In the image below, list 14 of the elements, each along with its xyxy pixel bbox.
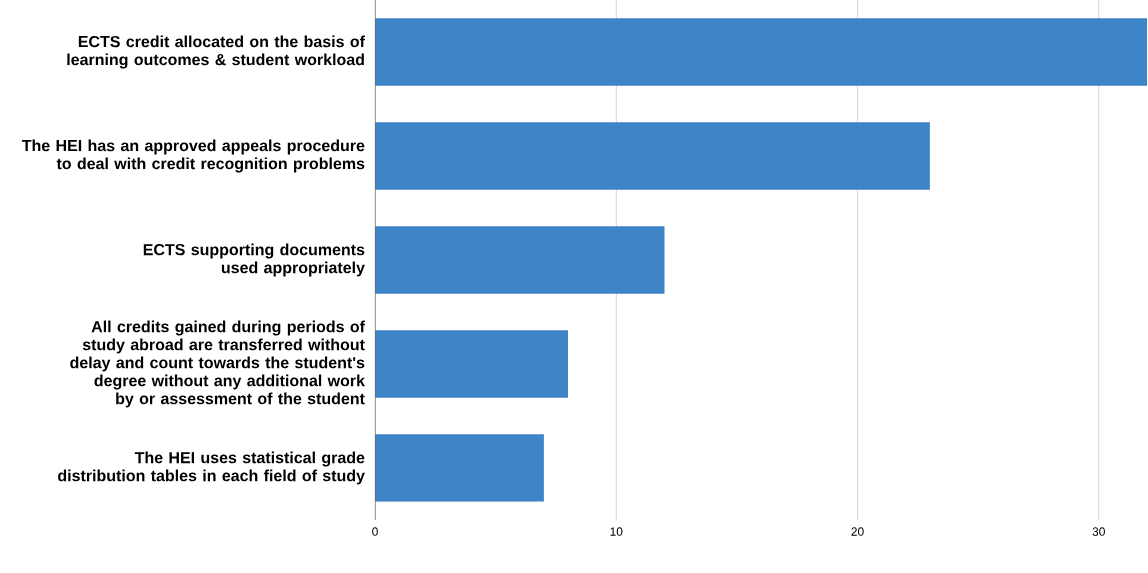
x-tick-label: 10 <box>610 527 623 536</box>
y-tick-label: The HEI has an approved appeals procedure to deal with credit recognition problems <box>21 139 365 173</box>
y-tick-label: ECTS supporting documents used appropriately <box>143 243 365 277</box>
bar <box>375 226 665 294</box>
bar <box>375 434 544 502</box>
bar <box>375 18 1147 86</box>
bar <box>375 122 930 190</box>
x-tick-label: 0 <box>372 527 378 536</box>
y-tick-label: The HEI uses statistical grade distribution tables in each field of study <box>58 451 365 485</box>
y-tick-label: ECTS credit allocated on the basis of learning outcomes & student workload <box>67 35 365 69</box>
x-tick-label: 20 <box>851 527 864 536</box>
x-tick-label: 30 <box>1092 527 1105 536</box>
bar <box>375 330 568 398</box>
y-tick-label: All credits gained during periods of study abroad are transferred without delay and count towards the student's degree without any additional work by or assessment of the student <box>70 320 365 408</box>
